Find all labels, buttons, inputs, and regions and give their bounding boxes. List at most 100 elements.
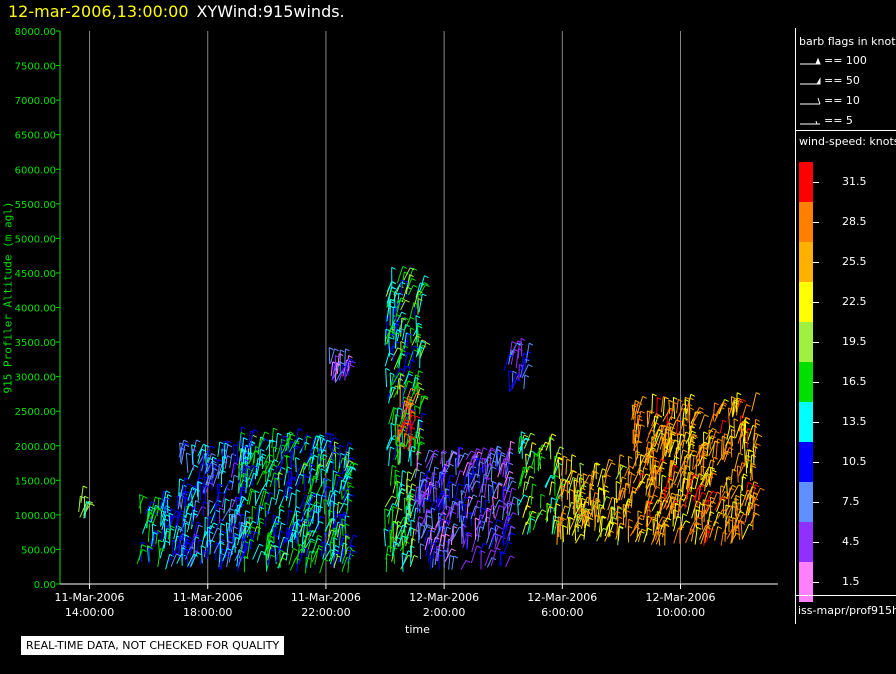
wind-barb bbox=[205, 445, 212, 460]
wind-barb bbox=[321, 439, 328, 454]
wind-barb bbox=[287, 471, 290, 493]
wind-barb bbox=[573, 503, 582, 519]
wind-barb-feather bbox=[609, 520, 614, 524]
wind-barb bbox=[678, 423, 684, 436]
wind-barb-feather bbox=[510, 526, 516, 530]
wind-barb-feather bbox=[451, 450, 456, 453]
wind-barb bbox=[553, 457, 560, 475]
wind-barb bbox=[343, 466, 352, 480]
wind-barb-feather bbox=[340, 349, 345, 353]
wind-barb bbox=[708, 413, 714, 429]
legend-panel: barb flags in knots == 100 == 50 == 10 =… bbox=[795, 28, 896, 624]
wind-barb bbox=[289, 530, 297, 543]
wind-barb-feather bbox=[245, 465, 250, 469]
wind-barb bbox=[667, 423, 670, 442]
barb-flag-50 bbox=[816, 77, 821, 85]
wind-barb bbox=[219, 533, 222, 554]
wind-barb bbox=[247, 431, 252, 449]
wind-barb-feather bbox=[595, 514, 600, 518]
wind-barb-feather bbox=[333, 444, 338, 448]
wind-barb-feather bbox=[733, 528, 738, 532]
wind-barb-feather bbox=[733, 418, 739, 422]
wind-barb-feather bbox=[589, 487, 595, 491]
wind-barb bbox=[403, 497, 406, 514]
wind-barb bbox=[337, 525, 341, 541]
wind-barb-feather bbox=[503, 486, 508, 490]
wind-barb-feather bbox=[427, 524, 432, 528]
wind-barb bbox=[484, 549, 492, 567]
wind-barb bbox=[267, 545, 272, 561]
wind-barb bbox=[197, 463, 203, 483]
wind-barb-feather bbox=[221, 548, 227, 552]
wind-barb-feather bbox=[673, 500, 679, 504]
wind-barb-feather bbox=[682, 423, 688, 427]
wind-barb-feather bbox=[582, 473, 588, 476]
wind-barb-feather bbox=[166, 508, 171, 512]
wind-barb-feather bbox=[403, 317, 409, 320]
wind-barb bbox=[748, 481, 755, 500]
wind-barb bbox=[726, 485, 733, 500]
wind-barb bbox=[510, 349, 515, 365]
wind-barb-feather bbox=[306, 556, 311, 560]
wind-barb bbox=[478, 467, 482, 489]
y-tick-label-8: 4000.00 bbox=[15, 304, 56, 315]
wind-barb bbox=[200, 545, 203, 564]
wind-barb-feather bbox=[496, 547, 501, 551]
wind-barb-feather bbox=[350, 548, 355, 552]
wind-barb-feather bbox=[86, 502, 91, 506]
wind-barb-feather bbox=[184, 520, 190, 524]
wind-barb-feather bbox=[324, 531, 329, 535]
wind-barb-feather bbox=[315, 501, 320, 504]
wind-barb bbox=[615, 522, 621, 540]
wind-barb bbox=[255, 505, 260, 524]
wind-barb bbox=[636, 396, 644, 415]
wind-barb bbox=[659, 496, 662, 512]
wind-barb-feather bbox=[707, 519, 712, 523]
wind-barb-feather bbox=[432, 455, 437, 458]
wind-barb bbox=[545, 433, 553, 451]
wind-barb-feather bbox=[545, 441, 550, 445]
wind-barb bbox=[660, 396, 664, 413]
wind-barb-feather bbox=[479, 526, 485, 530]
y-tick-label-12: 6000.00 bbox=[15, 165, 56, 176]
wind-barb-feather bbox=[632, 404, 637, 408]
wind-barb-feather bbox=[619, 454, 625, 458]
wind-barb-feather bbox=[661, 496, 666, 500]
wind-barb-feather bbox=[671, 462, 677, 466]
wind-barb bbox=[752, 492, 755, 508]
scale-swatch-16.5 bbox=[799, 362, 813, 402]
wind-barb-feather bbox=[288, 437, 294, 441]
wind-barb bbox=[490, 466, 493, 483]
wind-barb-feather bbox=[467, 534, 473, 537]
wind-barb bbox=[207, 468, 214, 486]
wind-barb-feather bbox=[492, 480, 497, 484]
wind-barb-feather bbox=[505, 457, 511, 461]
wind-barb bbox=[691, 500, 698, 519]
wind-barb-feather bbox=[228, 536, 234, 539]
wind-barb bbox=[411, 529, 415, 548]
wind-barb-feather bbox=[302, 534, 308, 538]
wind-barb-feather bbox=[422, 293, 427, 297]
wind-barb bbox=[525, 343, 530, 364]
wind-barb-feather bbox=[345, 487, 351, 491]
wind-barb-feather bbox=[640, 410, 646, 414]
wind-barb-feather bbox=[501, 451, 506, 455]
wind-barb bbox=[199, 481, 202, 501]
wind-barb-feather bbox=[415, 315, 421, 319]
wind-barb-feather bbox=[408, 370, 414, 374]
wind-barb bbox=[560, 479, 563, 497]
scale-tick-22.5 bbox=[813, 302, 819, 303]
wind-barb-feather bbox=[706, 474, 712, 478]
wind-barb bbox=[698, 414, 705, 430]
wind-barb bbox=[660, 475, 663, 494]
wind-barb bbox=[705, 501, 713, 515]
wind-barb bbox=[625, 510, 628, 528]
wind-barb bbox=[670, 497, 673, 514]
wind-barb bbox=[518, 494, 525, 506]
wind-barb-feather bbox=[676, 493, 681, 497]
wind-barb-feather bbox=[193, 553, 198, 557]
wind-barb bbox=[285, 455, 289, 474]
wind-barb-feather bbox=[475, 505, 480, 509]
x-tick-time-2: 22:00:00 bbox=[301, 606, 350, 619]
